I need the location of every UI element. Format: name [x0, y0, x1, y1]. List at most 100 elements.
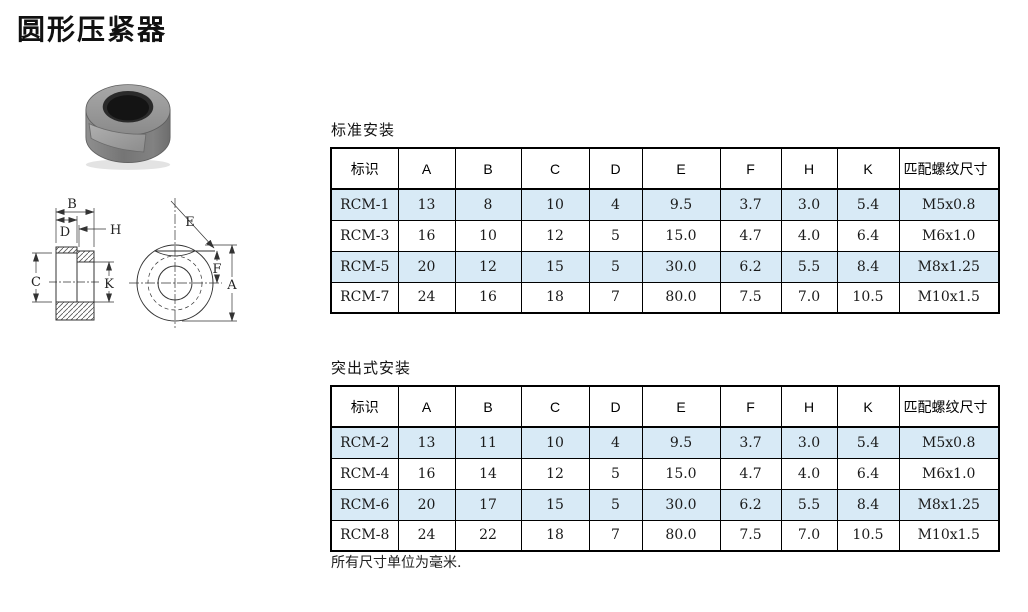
header-cell: H [780, 385, 838, 428]
dim-label-k: K [104, 277, 114, 292]
table-cell: M6x1.0 [898, 457, 1000, 490]
table-cell: 17 [454, 488, 522, 521]
dim-label-c: C [31, 275, 41, 290]
table-cell: 12 [520, 219, 590, 252]
section-view [32, 208, 114, 321]
table-cell: 9.5 [641, 426, 721, 459]
table-cell: 80.0 [641, 519, 721, 552]
header-cell: K [836, 147, 900, 190]
table-cell: 4.7 [719, 219, 782, 252]
table-cell: 5.5 [780, 488, 838, 521]
table-cell: 7.5 [719, 281, 782, 314]
table-cell: RCM-4 [330, 457, 399, 490]
table-cell: 22 [454, 519, 522, 552]
dim-label-h: H [110, 223, 121, 238]
header-cell: C [520, 385, 590, 428]
table-cell: 8.4 [836, 488, 900, 521]
table-row: RCM-8 24 22 18 7 80.0 7.5 7.0 10.5 M10x1… [330, 519, 1000, 552]
table-cell: 10 [520, 426, 590, 459]
header-cell: H [780, 147, 838, 190]
table-row: RCM-7 24 16 18 7 80.0 7.5 7.0 10.5 M10x1… [330, 281, 1000, 314]
dim-label-b: B [67, 197, 77, 212]
table-cell: 24 [397, 519, 456, 552]
table-cell: 13 [397, 426, 456, 459]
table-header-row: 标识 A B C D E F H K 匹配螺纹尺寸 [330, 385, 1000, 428]
header-cell: C [520, 147, 590, 190]
photo-shadow [85, 159, 171, 170]
table-cell: 18 [520, 519, 590, 552]
table-cell: 5 [588, 250, 643, 283]
table-cell: 30.0 [641, 488, 721, 521]
unit-note: 所有尺寸单位为毫米. [331, 555, 462, 571]
table-cell: 15.0 [641, 219, 721, 252]
header-cell: D [588, 147, 643, 190]
table-cell: 16 [397, 457, 456, 490]
table-cell: M10x1.5 [898, 519, 1000, 552]
table-cell: 3.0 [780, 426, 838, 459]
table-cell: 4 [588, 188, 643, 221]
table-cell: 3.0 [780, 188, 838, 221]
table-cell: 4.0 [780, 219, 838, 252]
header-cell: D [588, 385, 643, 428]
table-cell: 20 [397, 250, 456, 283]
table-row: RCM-1 13 8 10 4 9.5 3.7 3.0 5.4 M5x0.8 [330, 188, 1000, 221]
table-cell: 10 [520, 188, 590, 221]
table-cell: 4.7 [719, 457, 782, 490]
table-cell: M8x1.25 [898, 488, 1000, 521]
table-cell: 16 [454, 281, 522, 314]
table-cell: M5x0.8 [898, 188, 1000, 221]
dim-label-e: E [185, 215, 195, 230]
table-cell: 30.0 [641, 250, 721, 283]
table-cell: RCM-6 [330, 488, 399, 521]
table-cell: 3.7 [719, 188, 782, 221]
front-view [129, 198, 237, 328]
table-cell: 5.4 [836, 426, 900, 459]
table-cell: 15 [520, 488, 590, 521]
table-cell: 80.0 [641, 281, 721, 314]
table-cell: 13 [397, 188, 456, 221]
header-cell: B [454, 385, 522, 428]
table-cell: M10x1.5 [898, 281, 1000, 314]
header-cell: 标识 [330, 385, 399, 428]
standard-mount-table: 标识 A B C D E F H K 匹配螺纹尺寸 RCM-1 13 8 1 [330, 147, 1000, 314]
table-cell: 5.5 [780, 250, 838, 283]
table-cell: 16 [397, 219, 456, 252]
table-cell: 24 [397, 281, 456, 314]
table-cell: 7 [588, 519, 643, 552]
table-cell: 10.5 [836, 519, 900, 552]
header-cell: A [397, 385, 456, 428]
table-cell: 12 [454, 250, 522, 283]
header-cell: 匹配螺纹尺寸 [898, 385, 1000, 428]
table-cell: 4 [588, 426, 643, 459]
table-cell: 12 [520, 457, 590, 490]
table-cell: 15.0 [641, 457, 721, 490]
table-cell: 5.4 [836, 188, 900, 221]
dim-label-a: A [226, 278, 237, 293]
table-cell: 15 [520, 250, 590, 283]
table-row: RCM-3 16 10 12 5 15.0 4.7 4.0 6.4 M6x1.0 [330, 219, 1000, 252]
table-row: RCM-5 20 12 15 5 30.0 6.2 5.5 8.4 M8x1.2… [330, 250, 1000, 283]
table-cell: RCM-1 [330, 188, 399, 221]
product-photo [85, 84, 171, 170]
table-cell: RCM-5 [330, 250, 399, 283]
header-cell: B [454, 147, 522, 190]
table-cell: 7 [588, 281, 643, 314]
table-cell: 8.4 [836, 250, 900, 283]
header-cell: E [641, 385, 721, 428]
table-cell: 4.0 [780, 457, 838, 490]
table-cell: 6.4 [836, 457, 900, 490]
table-cell: 5 [588, 488, 643, 521]
drawing-dimension-labels: B D H C K E F A [31, 197, 237, 293]
table-cell: 14 [454, 457, 522, 490]
table-row: RCM-2 13 11 10 4 9.5 3.7 3.0 5.4 M5x0.8 [330, 426, 1000, 459]
table-cell: 7.0 [780, 519, 838, 552]
table-cell: RCM-7 [330, 281, 399, 314]
table-header-row: 标识 A B C D E F H K 匹配螺纹尺寸 [330, 147, 1000, 190]
table-row: RCM-6 20 17 15 5 30.0 6.2 5.5 8.4 M8x1.2… [330, 488, 1000, 521]
table-cell: RCM-3 [330, 219, 399, 252]
table-cell: M8x1.25 [898, 250, 1000, 283]
table-cell: 6.2 [719, 250, 782, 283]
table-row: RCM-4 16 14 12 5 15.0 4.7 4.0 6.4 M6x1.0 [330, 457, 1000, 490]
table-cell: 6.2 [719, 488, 782, 521]
header-cell: A [397, 147, 456, 190]
